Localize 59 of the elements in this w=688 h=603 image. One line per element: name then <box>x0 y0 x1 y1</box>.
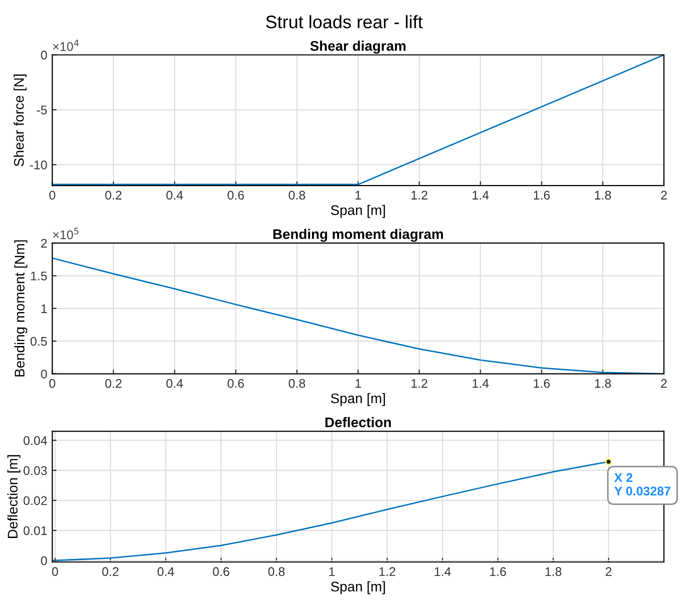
x-tick-label: 2 <box>661 378 667 388</box>
x-axis-title: Span [m] <box>330 393 385 406</box>
x-tick-label: 0.6 <box>228 190 244 200</box>
x-tick-label: 1.4 <box>472 379 489 388</box>
x-axis-title: Span [m] <box>330 581 385 594</box>
x-tick-label: 0.8 <box>268 567 285 576</box>
x-tick-label: 1.4 <box>472 190 489 200</box>
y-tick-label: 2 <box>41 238 47 248</box>
x-tick-label: 1 <box>356 190 361 200</box>
chart-title: Shear diagram <box>310 40 406 54</box>
x-tick-label: 1.6 <box>534 190 550 200</box>
x-tick-label: 2 <box>606 567 612 576</box>
x-tick-label: 0 <box>49 190 56 200</box>
text: Strut loads rear - lift <box>266 15 423 28</box>
y-tick-label: 1 <box>41 304 47 313</box>
x-tick-label: 1.4 <box>434 567 451 576</box>
x-tick-label: 0 <box>49 378 56 388</box>
x-tick-label: 1.8 <box>545 567 562 576</box>
y-tick-label: 0.5 <box>30 336 47 346</box>
x-tick-label: 0.6 <box>212 567 230 576</box>
x-axis-title: Span [m] <box>330 204 385 218</box>
x-tick-label: 0.8 <box>288 378 306 388</box>
chart-title: Bending moment diagram <box>273 228 443 242</box>
chart-title: Deflection <box>325 417 391 428</box>
y-tick-label: 1.5 <box>31 272 47 280</box>
x-tick-label: 1 <box>329 567 335 576</box>
x-tick-label: 1.6 <box>534 378 550 388</box>
y-tick-label: 0.04 <box>24 436 48 445</box>
x-tick-label: 0.4 <box>158 567 174 576</box>
x-tick-label: 1.8 <box>595 190 611 200</box>
y-tick-label: -10 <box>30 160 47 170</box>
y-tick-label: 0 <box>40 370 47 378</box>
x-tick-label: 1.6 <box>490 567 506 576</box>
annotation: X 2 Y 0.03287 <box>614 473 670 496</box>
x-tick-label: 0.8 <box>288 190 306 200</box>
y-tick-label: 0.03 <box>24 466 47 476</box>
y-axis-title: Bending moment [Nm] <box>14 240 28 376</box>
y-tick-label: 0 <box>40 50 47 60</box>
text: ×10$^{5}$ <box>53 228 78 240</box>
x-tick-label: 1.2 <box>412 378 428 388</box>
text: ×10$^{4}$ <box>53 40 79 52</box>
x-tick-label: 1 <box>356 379 361 388</box>
y-tick-label: 0.02 <box>24 496 47 506</box>
x-tick-label: 0.2 <box>105 378 122 388</box>
y-tick-label: 0 <box>40 556 47 566</box>
x-tick-label: 1.2 <box>412 190 428 200</box>
x-tick-label: 0.4 <box>166 378 183 388</box>
y-axis-title: Deflection [m] <box>7 455 20 538</box>
x-tick-label: 0.4 <box>166 190 183 200</box>
x-tick-label: 0.6 <box>228 378 244 388</box>
x-tick-label: 0.2 <box>102 567 118 576</box>
x-tick-label: 0 <box>52 567 58 576</box>
x-tick-label: 0.2 <box>105 190 122 200</box>
y-axis-title: Shear force [N] <box>14 74 27 166</box>
y-tick-label: 0.01 <box>24 526 47 536</box>
y-tick-label: -5 <box>36 106 47 114</box>
x-tick-label: 2 <box>661 190 667 200</box>
x-tick-label: 1.8 <box>595 378 611 388</box>
x-tick-label: 1.2 <box>379 567 396 576</box>
